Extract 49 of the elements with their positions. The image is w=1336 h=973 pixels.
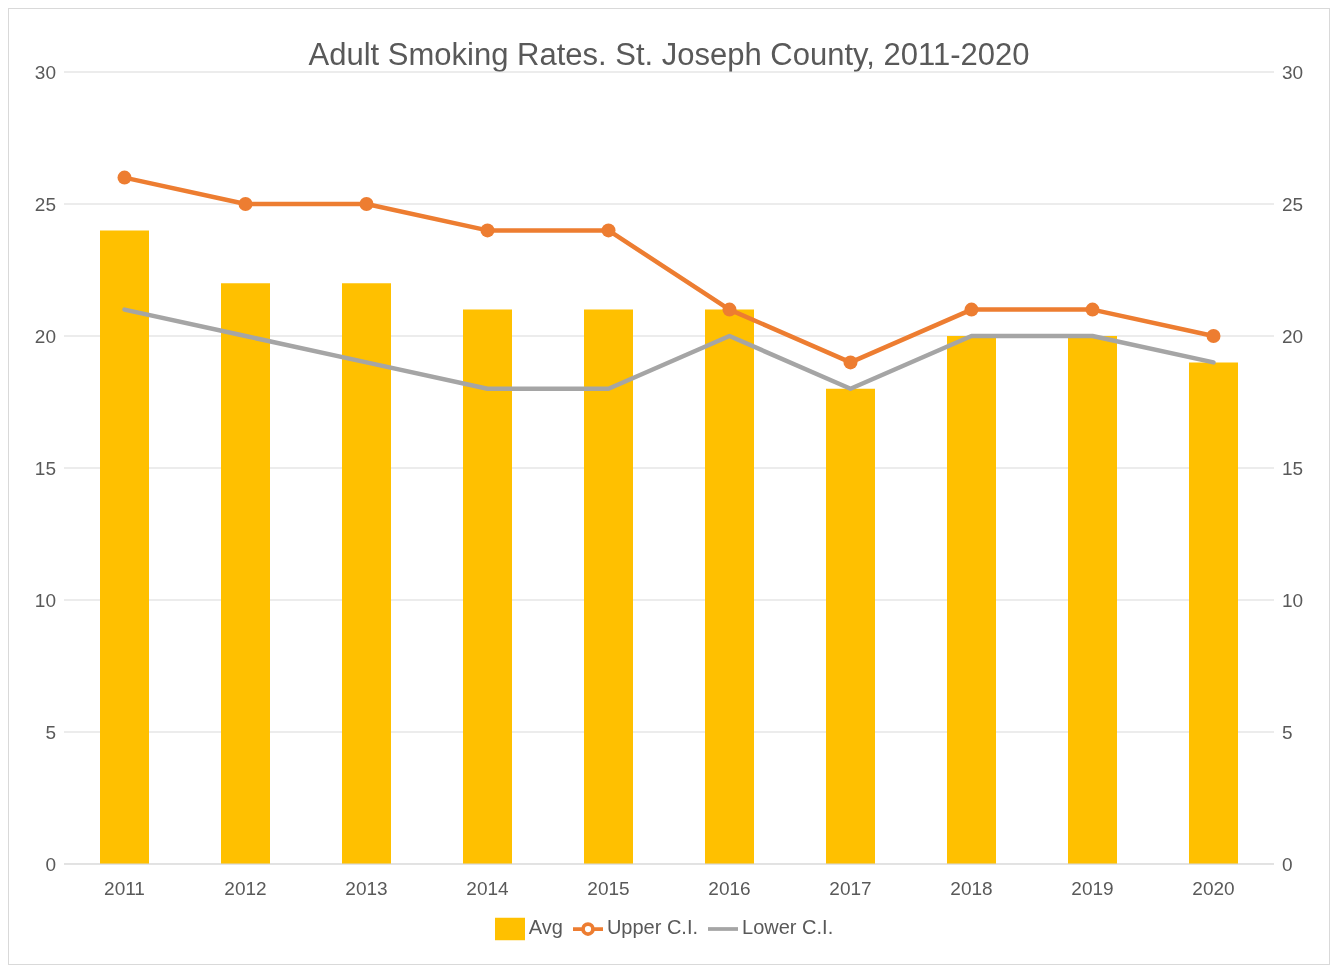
point <box>359 197 374 211</box>
y2-tick-label: 10 <box>1282 589 1304 611</box>
legend-label: Avg <box>528 916 563 939</box>
x-tick-label: 2018 <box>950 878 993 900</box>
y-tick-label: 30 <box>34 61 56 83</box>
y2-tick-label: 5 <box>1282 721 1293 743</box>
y-tick-label: 5 <box>45 721 56 743</box>
x-tick-label: 2016 <box>708 878 751 900</box>
y-tick-label: 10 <box>34 589 56 611</box>
x-tick-label: 2013 <box>345 878 388 900</box>
point <box>480 223 495 238</box>
bar <box>705 309 754 864</box>
point <box>238 197 253 211</box>
y-tick-label: 15 <box>34 457 56 479</box>
bar <box>584 309 633 864</box>
y-tick-label: 0 <box>45 853 56 875</box>
y2-tick-label: 15 <box>1282 457 1304 479</box>
x-tick-label: 2015 <box>587 878 630 900</box>
y2-tick-label: 25 <box>1282 193 1304 215</box>
y2-tick-label: 20 <box>1282 325 1304 347</box>
y-tick-label: 20 <box>34 325 56 347</box>
y2-tick-label: 30 <box>1282 61 1304 83</box>
y-tick-label: 25 <box>34 193 56 215</box>
legend-label: Lower C.I. <box>742 916 834 939</box>
point <box>1206 329 1221 343</box>
x-tick-label: 2011 <box>104 878 145 900</box>
point <box>601 223 616 238</box>
point <box>964 302 979 317</box>
point <box>1085 302 1100 317</box>
bar <box>221 283 270 864</box>
bar <box>1189 362 1238 864</box>
point <box>722 302 737 317</box>
chart-title: Adult Smoking Rates. St. Joseph County, 2011-2020 <box>308 37 1030 72</box>
x-tick-label: 2019 <box>1071 878 1114 900</box>
x-tick-label: 2012 <box>224 878 267 900</box>
bar <box>826 388 875 864</box>
legend-label: Upper C.I. <box>606 916 699 939</box>
bar <box>342 283 391 864</box>
line-series <box>122 307 1216 392</box>
bar <box>947 336 996 864</box>
bar <box>1068 336 1117 864</box>
point <box>117 170 132 185</box>
bar <box>100 230 149 864</box>
y2-tick-label: 0 <box>1282 853 1293 875</box>
x-tick-label: 2017 <box>829 878 872 900</box>
point <box>843 355 858 370</box>
x-tick-label: 2014 <box>466 878 510 900</box>
x-tick-label: 2020 <box>1192 878 1235 900</box>
bar <box>463 309 512 864</box>
